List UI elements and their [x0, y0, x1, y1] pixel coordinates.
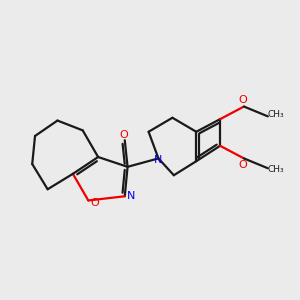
Text: O: O: [238, 95, 247, 105]
Text: O: O: [238, 160, 247, 170]
Text: CH₃: CH₃: [268, 165, 284, 174]
Text: O: O: [119, 130, 128, 140]
Text: N: N: [154, 155, 163, 165]
Text: N: N: [127, 191, 135, 201]
Text: O: O: [90, 198, 99, 208]
Text: CH₃: CH₃: [268, 110, 284, 119]
